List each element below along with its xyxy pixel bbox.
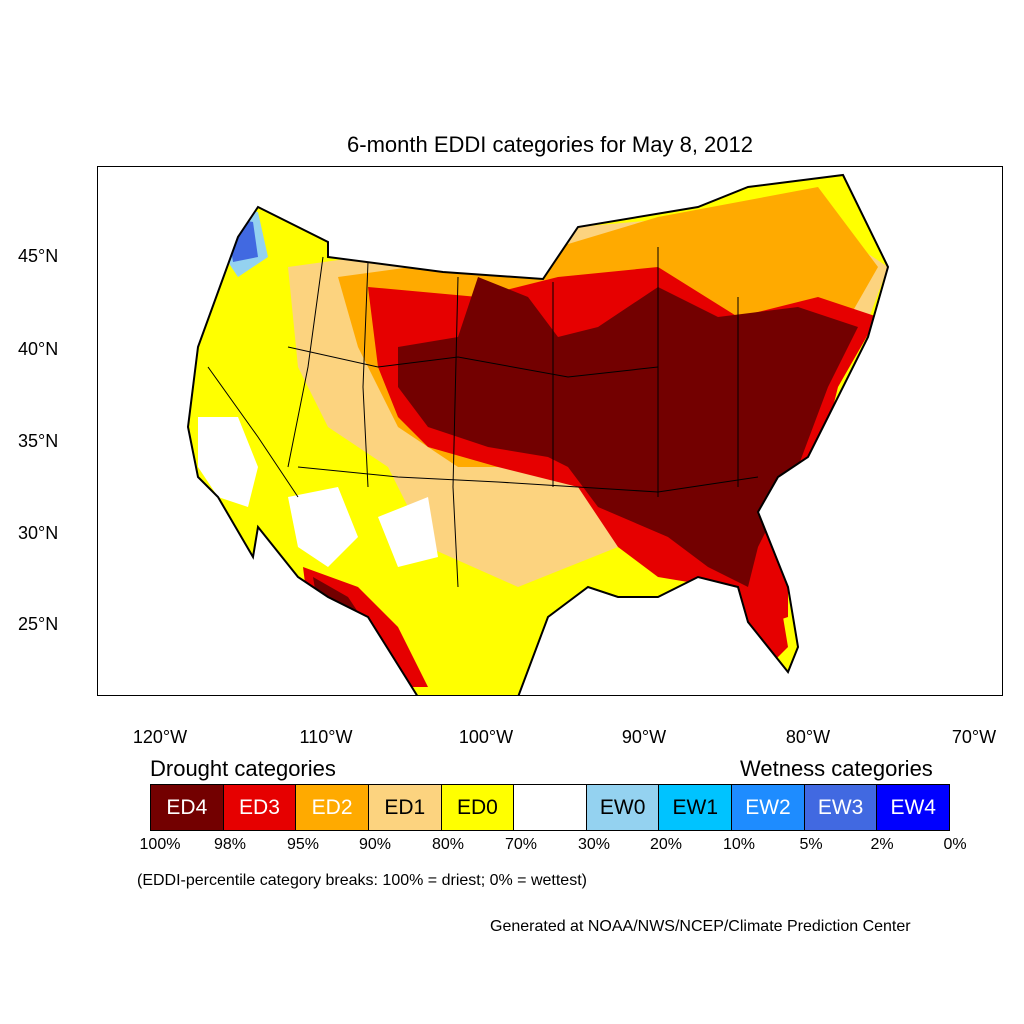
lat-label-25: 25°N — [18, 614, 59, 634]
break-label: 100% — [139, 836, 181, 853]
legend-ew3: EW3 — [804, 785, 878, 830]
credit-line: Generated at NOAA/NWS/NCEP/Climate Predi… — [490, 918, 911, 935]
break-label: 20% — [649, 836, 683, 853]
lon-label-80: 80°W — [785, 727, 831, 747]
break-label: 30% — [577, 836, 611, 853]
break-label: 2% — [870, 836, 894, 853]
lat-label-30: 30°N — [18, 523, 59, 543]
eddi-map — [97, 166, 1003, 696]
legend-ed4: ED4 — [151, 785, 224, 830]
legend-ed3: ED3 — [223, 785, 297, 830]
break-label: 0% — [943, 836, 967, 853]
break-label: 70% — [504, 836, 538, 853]
lon-label-120: 120°W — [132, 727, 188, 747]
map-canvas — [186, 173, 890, 695]
drought-heading: Drought categories — [150, 756, 336, 781]
lon-label-110: 110°W — [299, 727, 353, 747]
legend-ew4: EW4 — [877, 785, 950, 830]
legend-ew2: EW2 — [732, 785, 805, 830]
legend-ew1: EW1 — [659, 785, 733, 830]
lon-label-70: 70°W — [951, 727, 997, 747]
break-label: 10% — [722, 836, 756, 853]
breaks-note: (EDDI-percentile category breaks: 100% =… — [137, 872, 587, 889]
lat-label-40: 40°N — [18, 339, 59, 359]
legend-colorbar: ED4 ED3 ED2 ED1 ED0 EW0 EW1 EW2 EW3 EW4 — [150, 784, 950, 831]
legend-ed2: ED2 — [296, 785, 369, 830]
map-title: 6-month EDDI categories for May 8, 2012 — [347, 132, 753, 157]
break-label: 95% — [286, 836, 320, 853]
legend-ew0: EW0 — [586, 785, 660, 830]
state-borders — [207, 247, 759, 588]
break-label: 5% — [799, 836, 823, 853]
legend-neutral — [514, 785, 587, 830]
break-label: 98% — [213, 836, 247, 853]
lat-label-45: 45°N — [18, 246, 59, 266]
lon-label-90: 90°W — [621, 727, 667, 747]
legend-ed1: ED1 — [368, 785, 442, 830]
legend-ed0: ED0 — [441, 785, 515, 830]
wetness-heading: Wetness categories — [740, 756, 933, 781]
lon-label-100: 100°W — [458, 727, 514, 747]
break-label: 90% — [358, 836, 392, 853]
lat-label-35: 35°N — [18, 431, 59, 451]
coastline — [186, 173, 890, 695]
break-label: 80% — [431, 836, 465, 853]
